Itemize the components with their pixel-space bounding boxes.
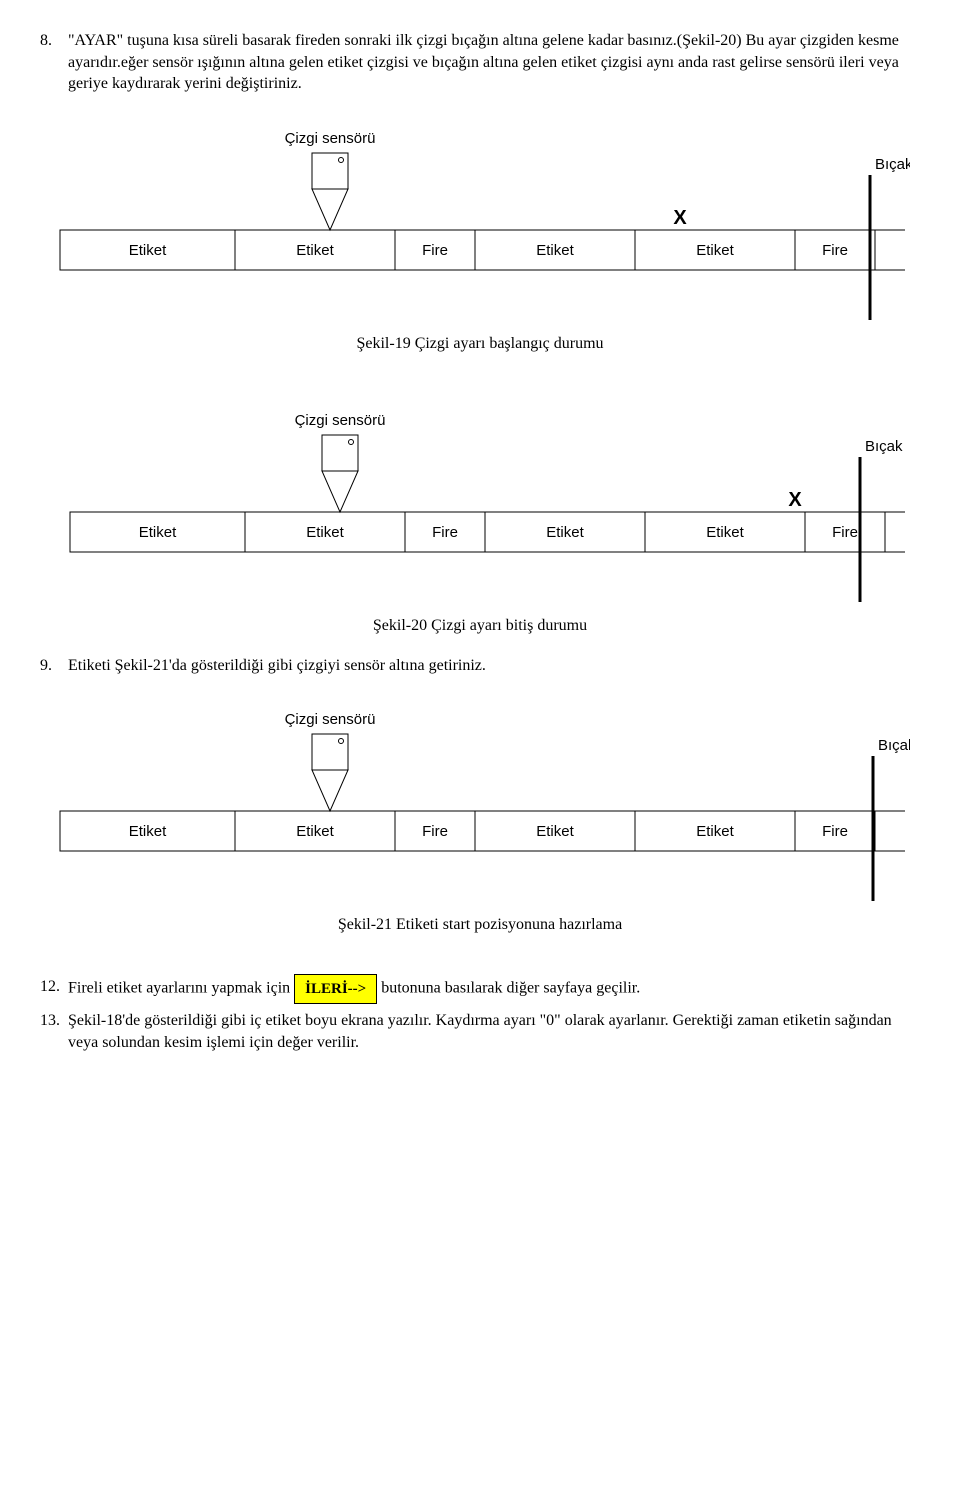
diagram-sekil-21: Etiket Etiket Fire Etiket Etiket Fire Çizgi se… [40, 706, 920, 906]
list-number: 9. [40, 655, 68, 677]
list-text: Şekil-18'de gösterildiği gibi iç etiket … [68, 1010, 920, 1053]
diagram-svg-19: Etiket Etiket Fire Etiket Etiket Fire Çizgi se… [40, 125, 910, 325]
svg-text:Çizgi sensörü: Çizgi sensörü [295, 412, 386, 429]
svg-text:X: X [788, 489, 802, 511]
svg-text:Etiket: Etiket [296, 242, 334, 259]
svg-text:Fire: Fire [432, 524, 458, 541]
svg-text:Çizgi sensörü: Çizgi sensörü [285, 711, 376, 728]
svg-text:Bıçak: Bıçak [878, 737, 910, 754]
svg-text:Etiket: Etiket [536, 242, 574, 259]
svg-text:Etiket: Etiket [139, 524, 177, 541]
ileri-button[interactable]: İLERİ--> [294, 974, 377, 1004]
svg-text:Etiket: Etiket [706, 524, 744, 541]
svg-text:Bıçak: Bıçak [865, 438, 903, 455]
svg-text:Bıçak: Bıçak [875, 156, 910, 173]
caption-sekil-21: Şekil-21 Etiketi start pozisyonuna hazır… [40, 916, 920, 934]
svg-text:Fire: Fire [822, 823, 848, 840]
list-item-13: 13. Şekil-18'de gösterildiği gibi iç eti… [40, 1010, 920, 1053]
svg-text:X: X [673, 207, 687, 229]
list-number: 12. [40, 974, 68, 1004]
list-text: "AYAR" tuşuna kısa süreli basarak firede… [68, 30, 920, 95]
svg-text:Etiket: Etiket [696, 242, 734, 259]
svg-text:Çizgi sensörü: Çizgi sensörü [285, 130, 376, 147]
list-item-8: 8. "AYAR" tuşuna kısa süreli basarak fir… [40, 30, 920, 95]
svg-text:Etiket: Etiket [546, 524, 584, 541]
svg-text:Etiket: Etiket [129, 242, 167, 259]
list-item-9: 9. Etiketi Şekil-21'da gösterildiği gibi… [40, 655, 920, 677]
item12-post: butonuna basılarak diğer sayfaya geçilir… [381, 980, 640, 997]
svg-text:Fire: Fire [422, 242, 448, 259]
item12-pre: Fireli etiket ayarlarını yapmak için [68, 980, 294, 997]
list-number: 8. [40, 30, 68, 95]
diagram-sekil-19: Etiket Etiket Fire Etiket Etiket Fire Çizgi se… [40, 125, 920, 325]
svg-text:Fire: Fire [832, 524, 858, 541]
list-text: Etiketi Şekil-21'da gösterildiği gibi çi… [68, 655, 920, 677]
diagram-sekil-20: Etiket Etiket Fire Etiket Etiket Fire Çizgi se… [40, 407, 920, 607]
svg-text:Fire: Fire [822, 242, 848, 259]
svg-text:Etiket: Etiket [306, 524, 344, 541]
svg-text:Fire: Fire [422, 823, 448, 840]
list-text: Fireli etiket ayarlarını yapmak için İLE… [68, 974, 920, 1004]
list-item-12: 12. Fireli etiket ayarlarını yapmak için… [40, 974, 920, 1004]
diagram-svg-21: Etiket Etiket Fire Etiket Etiket Fire Çizgi se… [40, 706, 910, 906]
svg-text:Etiket: Etiket [536, 823, 574, 840]
list-number: 13. [40, 1010, 68, 1053]
svg-text:Etiket: Etiket [129, 823, 167, 840]
diagram-svg-20: Etiket Etiket Fire Etiket Etiket Fire Çizgi se… [40, 407, 910, 607]
svg-text:Etiket: Etiket [296, 823, 334, 840]
caption-sekil-19: Şekil-19 Çizgi ayarı başlangıç durumu [40, 335, 920, 353]
svg-text:Etiket: Etiket [696, 823, 734, 840]
caption-sekil-20: Şekil-20 Çizgi ayarı bitiş durumu [40, 617, 920, 635]
